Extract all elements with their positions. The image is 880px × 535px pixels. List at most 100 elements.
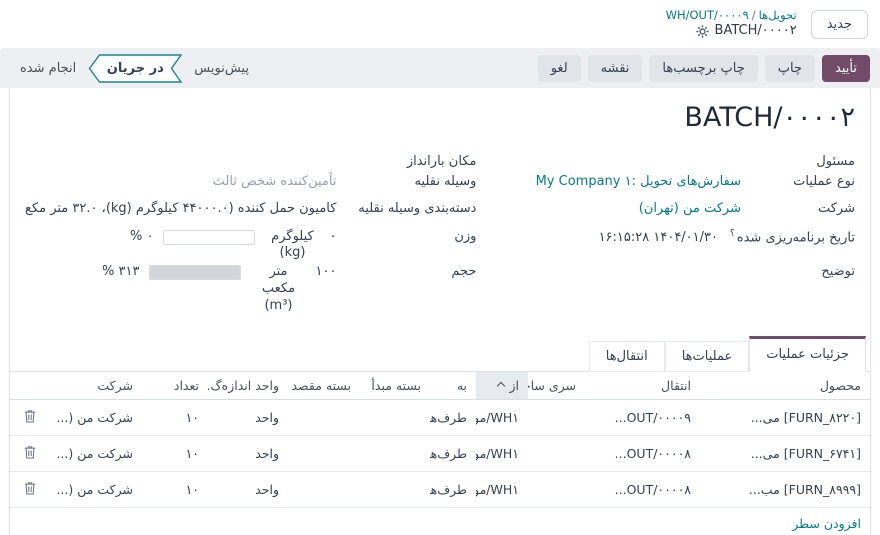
tab-operation-details[interactable]: جزئیات عملیات — [749, 335, 866, 372]
vehicle-value[interactable]: تأمین‌کننده شخص ثالث — [212, 173, 337, 189]
cell-company[interactable]: شرکت من (... — [50, 435, 142, 472]
cell-transfer[interactable]: ...OUT/۰۰۰۰۸ — [585, 435, 700, 472]
responsible-label: مسئول — [816, 154, 855, 169]
weight-progressbar — [163, 229, 256, 245]
col-uom[interactable]: واحد اندازه‌گ... — [208, 371, 288, 400]
company-value[interactable]: شرکت من (تهران) — [638, 201, 741, 216]
field-company: شرکت شرکت من (تهران) — [512, 200, 855, 228]
col-source-package[interactable]: بسته مبدأ — [360, 371, 430, 400]
cell-from[interactable]: WH۱/موجو... — [476, 471, 528, 508]
operation-details-table: محصول انتقال سری ساخت... از به بسته مبدأ… — [10, 371, 870, 535]
breadcrumb-line-parent: تحویل‌ها/WH/OUT/۰۰۰۰۹ — [666, 8, 797, 23]
field-column-left: مکان بارانداز وسیله نقلیه تأمین‌کننده شخ… — [25, 145, 476, 316]
cell-quantity[interactable]: ۱۰ — [142, 435, 208, 472]
col-company[interactable]: شرکت — [50, 371, 142, 400]
cell-to[interactable]: طرف‌های ه... — [430, 471, 476, 508]
breadcrumb-picking-link[interactable]: WH/OUT/۰۰۰۰۹ — [665, 8, 749, 23]
validate-button[interactable]: تأیید — [822, 54, 870, 82]
col-product[interactable]: محصول — [700, 371, 870, 400]
cell-from[interactable]: WH۱/موجو... — [476, 399, 528, 436]
delete-row-button[interactable] — [10, 471, 50, 508]
breadcrumb: تحویل‌ها/WH/OUT/۰۰۰۰۹ BATCH/۰۰۰۰۲ — [666, 8, 797, 40]
print-button[interactable]: چاپ — [764, 54, 816, 82]
weight-unit: کیلوگرم (kg) — [271, 228, 314, 261]
cell-transfer[interactable]: ...OUT/۰۰۰۰۹ — [585, 399, 700, 436]
status-step-draft[interactable]: پیش‌نویس — [194, 60, 249, 76]
cell-to[interactable]: طرف‌های ه... — [430, 399, 476, 436]
trash-icon — [24, 410, 36, 426]
volume-value[interactable]: ۱۰۰ — [315, 264, 337, 280]
status-step-label: در جریان — [106, 60, 164, 76]
status-arrow-shape — [88, 53, 183, 83]
cell-product[interactable]: [FURN_۶۷۴۱] می... — [700, 435, 870, 472]
delete-row-button[interactable] — [10, 435, 50, 472]
weight-label: وزن — [454, 228, 477, 244]
col-to[interactable]: به — [430, 371, 476, 400]
operation-type-value[interactable]: My Company ۱: سفارش‌های تحویل — [535, 173, 741, 189]
cell-from[interactable]: WH۱/موجو... — [476, 435, 528, 472]
cell-dest-package[interactable] — [288, 471, 360, 508]
responsible-value[interactable] — [512, 146, 741, 165]
table-row: [FURN_۸۹۹۹] مب... ...OUT/۰۰۰۰۸ WH۱/موجو.… — [10, 471, 870, 508]
print-labels-button[interactable]: چاپ برچسب‌ها — [649, 54, 758, 82]
cell-lot[interactable] — [528, 435, 585, 472]
vehicle-category-value[interactable]: کامیون حمل کننده (۴۴۰۰۰.۰ کیلوگرم (kg)، … — [25, 201, 337, 216]
field-column-right: مسئول نوع عملیات My Company ۱: سفارش‌های… — [512, 145, 855, 283]
cell-company[interactable]: شرکت من (... — [50, 471, 142, 508]
add-line-link[interactable]: افزودن سطر — [792, 515, 861, 531]
cell-uom[interactable]: واحد — [208, 435, 288, 472]
cancel-button[interactable]: لغو — [537, 54, 581, 82]
tab-operations[interactable]: عملیات‌ها — [664, 340, 750, 372]
col-dest-package[interactable]: بسته مقصد — [288, 371, 360, 400]
col-from[interactable]: از — [476, 371, 528, 400]
cell-to[interactable]: طرف‌های ه... — [430, 435, 476, 472]
breadcrumb-deliveries-link[interactable]: تحویل‌ها — [758, 8, 797, 23]
trash-icon — [24, 482, 36, 498]
cell-uom[interactable]: واحد — [208, 399, 288, 436]
new-button[interactable]: جدید — [810, 9, 868, 39]
breadcrumb-line-current: BATCH/۰۰۰۰۲ — [666, 23, 797, 40]
notebook-tabs: جزئیات عملیات عملیات‌ها انتقال‌ها — [10, 335, 870, 372]
cell-company[interactable]: شرکت من (... — [50, 399, 142, 436]
vehicle-label: وسیله نقلیه — [414, 173, 477, 189]
cell-dest-package[interactable] — [288, 399, 360, 436]
description-value[interactable] — [512, 256, 741, 275]
delete-row-button[interactable] — [10, 399, 50, 436]
cell-lot[interactable] — [528, 399, 585, 436]
breadcrumb-separator: / — [751, 8, 756, 23]
description-label: توضیح — [821, 264, 855, 279]
col-actions — [10, 371, 50, 400]
map-button[interactable]: نقشه — [587, 54, 643, 82]
gear-icon[interactable] — [695, 25, 709, 38]
cell-product[interactable]: [FURN_۸۲۲۰] می... — [700, 399, 870, 436]
status-step-in-progress[interactable]: در جریان — [88, 53, 183, 83]
col-quantity[interactable]: تعداد — [142, 371, 208, 400]
breadcrumb-current: BATCH/۰۰۰۰۲ — [714, 23, 797, 39]
cell-uom[interactable]: واحد — [208, 471, 288, 508]
tab-transfers[interactable]: انتقال‌ها — [588, 340, 665, 372]
scheduled-date-value[interactable]: ۱۴۰۴/۰۱/۳۰ ۱۶:۱۵:۲۸ — [598, 229, 718, 245]
weight-value[interactable]: ۰ — [329, 228, 337, 244]
status-step-done[interactable]: انجام شده — [20, 60, 77, 76]
cell-source-package[interactable] — [360, 435, 430, 472]
help-icon: ؟ — [730, 228, 735, 239]
dock-location-value[interactable] — [25, 146, 336, 165]
status-steps: پیش‌نویس در جریان انجام شده — [10, 53, 259, 83]
cell-lot[interactable] — [528, 471, 585, 508]
cell-quantity[interactable]: ۱۰ — [142, 471, 208, 508]
action-buttons: تأیید چاپ چاپ برچسب‌ها نقشه لغو — [537, 54, 870, 82]
table-row: [FURN_۶۷۴۱] می... ...OUT/۰۰۰۰۸ WH۱/موجو.… — [10, 435, 870, 472]
col-transfer[interactable]: انتقال — [585, 371, 700, 400]
cell-quantity[interactable]: ۱۰ — [142, 399, 208, 436]
cell-transfer[interactable]: ...OUT/۰۰۰۰۸ — [585, 471, 700, 508]
field-responsible: مسئول — [512, 145, 855, 173]
col-lot[interactable]: سری ساخت... — [528, 371, 585, 400]
cell-source-package[interactable] — [360, 471, 430, 508]
operation-type-label: نوع عملیات — [793, 173, 855, 189]
cell-source-package[interactable] — [360, 399, 430, 436]
table-header-row: محصول انتقال سری ساخت... از به بسته مبدأ… — [10, 371, 870, 400]
cell-dest-package[interactable] — [288, 435, 360, 472]
field-vehicle: وسیله نقلیه تأمین‌کننده شخص ثالث — [25, 173, 477, 201]
cell-product[interactable]: [FURN_۸۹۹۹] مب... — [700, 471, 870, 508]
